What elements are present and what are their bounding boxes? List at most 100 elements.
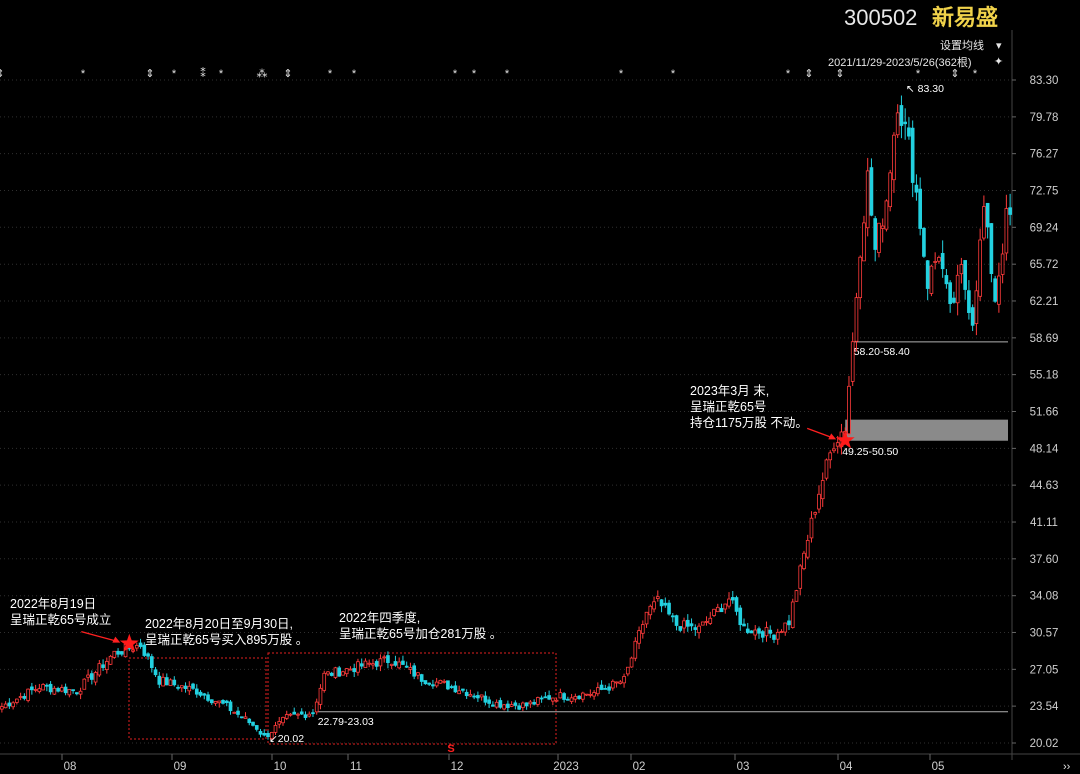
event-marker[interactable]: * [619,68,624,80]
scroll-right-icon[interactable]: ›› [1063,761,1071,773]
x-tick-label: 12 [451,761,464,773]
y-tick-label: 76.27 [1030,149,1059,161]
event-marker[interactable]: * [81,68,86,80]
event-marker[interactable]: * [472,68,477,80]
y-tick-label: 55.18 [1030,370,1059,382]
candle-down [56,688,60,692]
candle-down [734,597,739,612]
candle-up [708,617,713,624]
candle-down [659,599,664,607]
candle-up [850,341,855,382]
candle-down [498,700,503,708]
candle-up [929,265,934,294]
arrow-head [828,433,837,440]
pin-icon[interactable]: ✦ [994,56,1003,68]
candle-down [427,682,431,685]
candle-up [937,257,941,262]
candle-up [322,672,327,691]
candle-up [888,172,893,208]
candle-up [314,701,319,713]
event-marker[interactable]: * [453,68,458,80]
event-marker[interactable]: * [328,68,333,80]
x-tick-label: 04 [840,761,853,773]
candle-down [393,661,398,666]
candle-up [974,290,979,324]
candle-up [217,700,222,704]
candle-down [738,607,743,626]
event-marker[interactable]: ⁂ [257,68,268,80]
candle-up [408,667,413,670]
candle-down [993,278,997,302]
annotation-text: 呈瑞正乾65号买入895万股 。 [145,633,308,647]
event-marker[interactable]: * [505,68,510,80]
candle-up [805,540,810,558]
candle-up [551,697,555,702]
candle-down [247,718,252,724]
candle-up [629,657,634,668]
candle-down [491,704,495,707]
candle-up [273,724,278,733]
candle-down [101,664,105,668]
candle-down [221,700,225,704]
candle-up [1004,208,1009,254]
candle-up [588,693,593,696]
candle-down [423,680,428,685]
candle-up [378,658,383,667]
candle-down [149,656,154,668]
candle-up [648,605,653,616]
candle-down [71,689,75,692]
event-marker[interactable]: ⇕ [804,68,813,80]
candle-up [802,552,806,570]
candle-down [899,105,904,126]
candle-up [622,676,626,684]
event-marker[interactable]: ⇕ [950,68,959,80]
event-marker[interactable]: ⇕ [835,68,844,80]
candle-up [104,661,109,670]
candle-down [599,684,604,690]
candle-down [543,696,548,699]
annotation-text: 2022年8月19日 [10,597,96,611]
high-marker: ↖ 83.30 [906,83,944,95]
chevron-down-icon[interactable]: ▾ [996,40,1002,52]
candle-up [715,606,720,613]
event-marker[interactable]: * [671,68,676,80]
date-range-label: 2021/11/29-2023/5/26(362根) [828,55,972,69]
event-marker[interactable]: * [973,68,978,80]
candle-up [652,601,656,610]
candle-down [476,695,480,699]
candle-down [914,184,919,193]
candle-up [243,716,248,719]
grey-band [845,419,1008,441]
candle-up [978,239,982,297]
candle-up [779,631,784,633]
event-marker[interactable]: * [916,68,921,80]
candle-up [880,225,885,229]
event-marker[interactable]: * [172,68,177,80]
event-marker[interactable]: ⇕ [283,68,292,80]
event-marker[interactable]: ⇕ [0,68,5,80]
event-marker[interactable]: * [786,68,791,80]
x-tick-label: 05 [932,761,945,773]
ma-settings-button[interactable]: 设置均线 [940,38,984,52]
candle-up [269,732,274,740]
candle-down [985,202,990,228]
candle-down [30,686,34,691]
candle-up [168,679,173,686]
candle-up [341,671,345,676]
event-marker[interactable]: * [352,68,357,80]
candle-up [618,681,623,684]
event-marker[interactable]: ⁑ [200,67,206,80]
candle-down [63,686,68,694]
candle-up [633,640,638,659]
annotation-text: 呈瑞正乾65号加仓281万股 。 [339,627,502,641]
low-marker: ↙20.02 [269,733,304,745]
annotation-text: 2023年3月 末, [690,384,769,398]
candle-up [884,200,889,230]
x-tick-label: 2023 [553,761,579,773]
event-marker[interactable]: * [219,68,224,80]
candle-up [596,687,600,695]
candle-down [749,630,754,634]
event-marker[interactable]: ⇕ [145,68,154,80]
star-icon [835,430,855,449]
